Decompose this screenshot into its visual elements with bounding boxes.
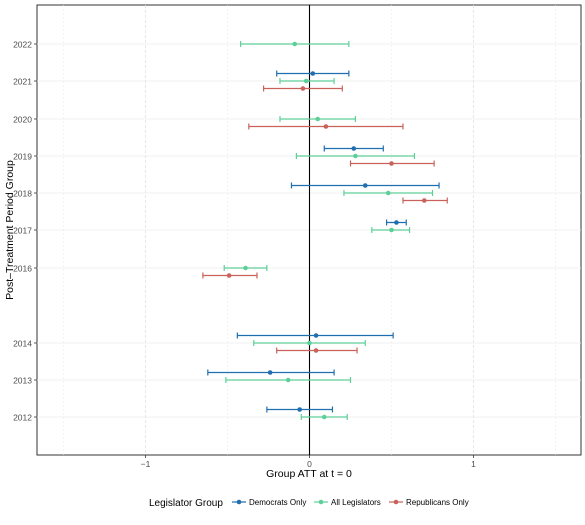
point-estimate (313, 333, 319, 338)
point-estimate (353, 153, 358, 159)
x-tick-label: −1 (141, 459, 151, 469)
point-estimate (267, 370, 273, 375)
legend-key-point (236, 499, 242, 505)
point-estimate (313, 348, 319, 353)
x-axis: −1 0 1 (141, 455, 476, 469)
point-estimate (389, 227, 394, 233)
legend-title: Legislator Group (149, 498, 223, 509)
point-estimate (307, 340, 312, 346)
x-tick-label: 1 (471, 459, 476, 469)
legend-entry-label: Republicans Only (406, 498, 469, 507)
y-tick-label: 2016 (13, 264, 32, 274)
x-axis-title: Group ATT at t = 0 (266, 468, 352, 480)
y-tick-label: 2017 (13, 226, 32, 236)
point-estimate (394, 220, 399, 225)
point-estimate (303, 78, 309, 84)
point-estimate (310, 71, 316, 76)
x-tick-label: 0 (307, 459, 312, 469)
legend: Legislator Group Democrats Only All Legis… (149, 498, 469, 509)
point-estimate (226, 273, 232, 278)
series-layer (202, 41, 448, 420)
legend-key-point (393, 499, 399, 505)
point-estimate (321, 414, 327, 420)
y-tick-label: 2018 (13, 189, 32, 199)
y-axis-title: Post–Treatment Period Group (4, 160, 16, 300)
series-republicans-only (202, 85, 448, 354)
y-tick-label: 2012 (13, 413, 32, 423)
point-estimate (351, 146, 357, 151)
legend-entry-label: Democrats Only (249, 498, 306, 507)
y-tick-label: 2022 (13, 40, 32, 50)
point-estimate (297, 407, 302, 412)
y-tick-label: 2021 (13, 77, 32, 87)
point-estimate (422, 198, 427, 203)
y-tick-label: 2019 (13, 152, 32, 162)
y-tick-label: 2014 (13, 339, 32, 349)
legend-entry-label: All Legislators (331, 498, 381, 507)
point-estimate (292, 41, 298, 47)
point-estimate (385, 190, 391, 196)
series-all-legislators (223, 41, 434, 420)
y-tick-label: 2013 (13, 376, 32, 386)
point-estimate (362, 183, 368, 188)
legend-key-point (318, 499, 324, 505)
point-estimate (300, 86, 306, 91)
point-estimate (285, 377, 291, 383)
y-tick-label: 2020 (13, 115, 32, 125)
point-estimate (323, 124, 329, 129)
point-estimate (315, 116, 321, 122)
y-axis: 2012 2013 2014 2016 2017 2018 2019 2020 2021 2022 (13, 40, 37, 423)
series-democrats-only (207, 70, 440, 413)
point-estimate (243, 265, 248, 271)
point-estimate (389, 161, 394, 166)
